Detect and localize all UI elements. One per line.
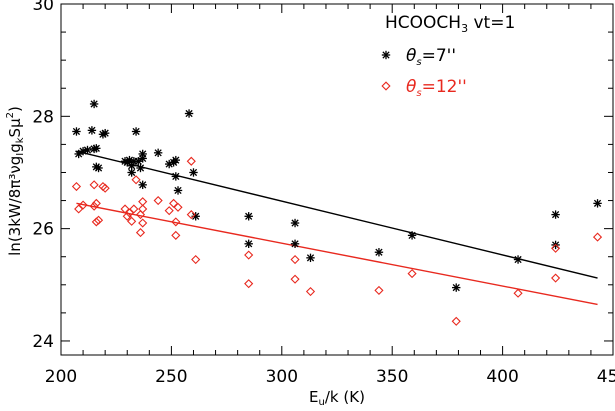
data-point-series-1 — [551, 243, 561, 253]
legend-label-series-1: θs=12'' — [406, 77, 467, 99]
data-point-series-1 — [171, 217, 181, 227]
data-point-series-0 — [100, 128, 110, 138]
data-point-series-1 — [290, 254, 300, 265]
data-point-series-0 — [189, 168, 198, 177]
data-point-series-1 — [89, 201, 99, 211]
legend-item-series-0: θs=7'' — [381, 46, 456, 68]
data-point-series-1 — [244, 279, 254, 289]
data-point-series-0 — [452, 283, 461, 292]
data-point-series-0 — [131, 127, 141, 136]
x-tick-label: 300 — [266, 367, 298, 387]
y-axis-label: ln(3kW/8π³νgIgkSμ2) — [5, 106, 26, 256]
data-point-series-1 — [244, 250, 254, 260]
data-point-series-0 — [134, 157, 143, 166]
x-tick-label: 350 — [376, 367, 408, 387]
data-point-series-1 — [173, 202, 183, 212]
data-point-series-0 — [94, 163, 103, 173]
data-point-series-1 — [129, 204, 139, 214]
x-tick-label: 450 — [597, 367, 615, 387]
x-axis-label: Eu/k (K) — [309, 388, 365, 408]
data-point-series-1 — [186, 156, 196, 166]
data-point-series-1 — [513, 288, 523, 298]
data-point-series-1 — [122, 211, 132, 221]
data-point-series-0 — [306, 253, 315, 263]
legend-item-series-1: θs=12'' — [381, 77, 467, 99]
data-point-series-1 — [164, 206, 174, 216]
data-point-series-0 — [184, 109, 194, 118]
data-point-series-0 — [290, 239, 300, 249]
data-point-series-1 — [91, 217, 101, 227]
data-point-series-1 — [374, 285, 384, 295]
legend-title: HCOOCH3 vt=1 — [385, 13, 515, 35]
plot-area-frame — [60, 3, 614, 356]
fit-line-series-1 — [76, 202, 598, 306]
legend: HCOOCH3 vt=1 θs=7'' θs=12'' — [381, 13, 515, 99]
data-point-series-0 — [244, 212, 253, 221]
data-point-series-1 — [407, 268, 417, 279]
x-tick-label: 250 — [155, 367, 187, 387]
y-tick-label: 28 — [32, 107, 54, 127]
data-point-series-0 — [551, 210, 560, 219]
data-point-series-1 — [89, 180, 99, 190]
data-point-series-0 — [290, 218, 300, 228]
data-point-series-1 — [153, 195, 163, 206]
data-point-series-0 — [87, 126, 97, 135]
data-point-series-1 — [135, 227, 146, 238]
axis-ticks — [60, 3, 614, 355]
data-point-series-1 — [191, 254, 201, 265]
data-point-series-0 — [171, 172, 181, 181]
legend-marker-series-0 — [381, 50, 391, 60]
axis-tick-labels: 200 250 300 350 400 450 24 26 28 30 — [32, 0, 615, 387]
data-point-series-1 — [91, 198, 101, 208]
data-point-series-0 — [138, 180, 147, 190]
data-point-series-0 — [127, 168, 136, 177]
data-point-series-0 — [374, 248, 384, 257]
data-point-series-0 — [407, 231, 417, 240]
data-point-series-1 — [171, 230, 181, 240]
x-tick-label: 200 — [45, 367, 77, 387]
data-point-series-0 — [83, 145, 92, 155]
data-point-series-0 — [513, 255, 523, 264]
data-point-series-0 — [74, 149, 83, 159]
data-point-series-1 — [100, 183, 110, 193]
data-point-series-0 — [89, 99, 99, 109]
data-point-series-1 — [451, 316, 461, 326]
data-point-series-1 — [78, 200, 88, 210]
data-point-series-1 — [551, 273, 561, 283]
data-point-series-0 — [72, 127, 81, 136]
data-point-series-0 — [244, 239, 253, 249]
data-point-series-1 — [131, 175, 141, 185]
data-point-series-0 — [171, 155, 181, 165]
data-point-series-1 — [93, 215, 104, 225]
data-point-series-0 — [153, 148, 163, 158]
data-point-series-1 — [290, 274, 300, 284]
legend-label-series-0: θs=7'' — [406, 46, 456, 68]
y-tick-label: 30 — [32, 0, 54, 15]
x-tick-label: 400 — [486, 367, 518, 387]
data-point-series-1 — [305, 286, 316, 297]
data-point-series-1 — [138, 218, 148, 228]
data-point-series-0 — [138, 154, 147, 163]
data-point-series-0 — [173, 186, 183, 195]
data-point-series-1 — [135, 210, 146, 220]
data-point-series-1 — [138, 204, 148, 214]
data-point-series-0 — [593, 199, 602, 208]
data-point-series-0 — [136, 163, 145, 173]
data-point-series-1 — [127, 216, 137, 226]
y-tick-label: 26 — [32, 220, 54, 240]
y-tick-label: 24 — [32, 332, 54, 352]
data-point-series-0 — [92, 144, 101, 153]
legend-marker-series-1 — [381, 81, 391, 91]
fit-line-series-0 — [76, 150, 598, 279]
data-point-series-1 — [592, 232, 603, 242]
data-point-series-1 — [186, 210, 196, 220]
data-points — [71, 99, 603, 326]
data-point-series-1 — [71, 181, 82, 192]
fit-lines — [76, 150, 598, 306]
